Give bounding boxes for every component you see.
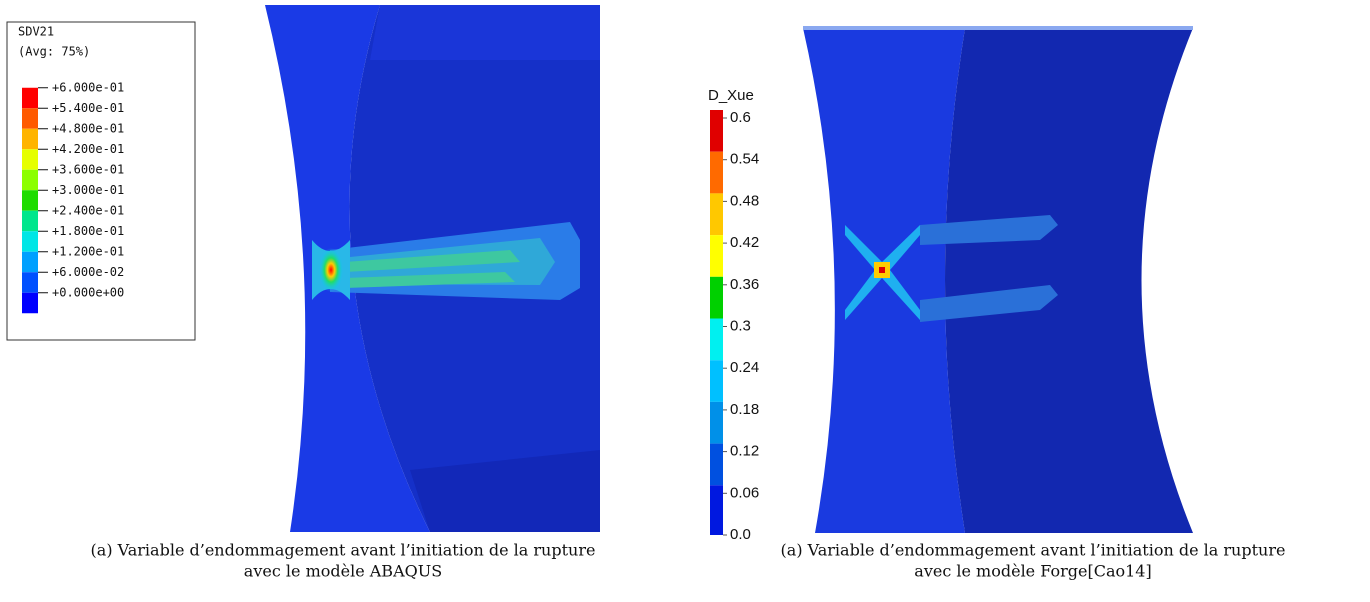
colorbar-segment xyxy=(710,276,723,319)
legend-label: +4.800e-01 xyxy=(52,121,124,135)
legend-label: +6.000e-02 xyxy=(52,265,124,279)
legend-swatch xyxy=(22,292,38,314)
colorbar-label: 0.36 xyxy=(730,276,759,293)
legend-label: +4.200e-01 xyxy=(52,142,124,156)
legend-swatch xyxy=(22,190,38,211)
legend-label: +2.400e-01 xyxy=(52,203,124,217)
damage-peak xyxy=(319,248,343,292)
colorbar-segment xyxy=(710,151,723,194)
colorbar-segment xyxy=(710,485,723,535)
colorbar-label: 0.18 xyxy=(730,401,759,418)
legend-swatch xyxy=(22,87,38,109)
colorbar-label: 0.3 xyxy=(730,317,751,334)
bottom-face xyxy=(410,450,600,532)
front-face xyxy=(945,28,1193,533)
legend-label: +3.600e-01 xyxy=(52,162,124,176)
legend-swatch xyxy=(22,108,38,129)
legend-label: +0.000e+00 xyxy=(52,285,124,299)
caption: avec le modèle Forge[Cao14] xyxy=(914,562,1151,581)
colorbar-segment xyxy=(710,443,723,486)
damage-band xyxy=(920,285,1058,322)
colorbar-label: 0.54 xyxy=(730,151,759,168)
damage-peak xyxy=(879,267,885,273)
top-face xyxy=(370,5,600,60)
colorbar-segment xyxy=(710,360,723,402)
legend-swatch xyxy=(22,128,38,150)
legend-title: SDV21 xyxy=(18,25,54,39)
colorbar-label: 0.42 xyxy=(730,234,759,251)
colorbar-label: 0.6 xyxy=(730,109,751,126)
damage-band xyxy=(920,215,1058,245)
colorbar-label: 0.06 xyxy=(730,484,759,501)
colorbar-segment xyxy=(710,193,723,236)
forge-specimen xyxy=(803,26,1193,533)
colorbar-label: 0.0 xyxy=(730,526,751,543)
damage-band xyxy=(345,250,520,272)
legend-swatch xyxy=(22,169,38,191)
legend-swatch xyxy=(22,210,38,232)
legend-label: +1.200e-01 xyxy=(52,244,124,258)
caption: (a) Variable d’endommagement avant l’ini… xyxy=(781,541,1286,560)
legend-swatch xyxy=(22,231,38,252)
colorbar-segment xyxy=(710,110,723,152)
abaqus-specimen xyxy=(265,5,600,532)
colorbar-segment xyxy=(710,318,723,361)
legend-label: +6.000e-01 xyxy=(52,80,124,94)
colorbar-label: 0.48 xyxy=(730,192,759,209)
colorbar-label: 0.24 xyxy=(730,359,759,376)
colorbar-label: 0.12 xyxy=(730,443,759,460)
legend-subtitle: (Avg: 75%) xyxy=(18,45,90,59)
legend-box xyxy=(6,21,196,341)
top-edge xyxy=(803,26,1193,30)
legend-label: +3.000e-01 xyxy=(52,183,124,197)
colorbar-segment xyxy=(710,235,723,277)
legend-label: +5.400e-01 xyxy=(52,101,124,115)
colorbar-segment xyxy=(710,401,723,444)
caption: avec le modèle ABAQUS xyxy=(244,562,442,581)
side-face xyxy=(803,28,965,533)
legend-swatch xyxy=(22,272,38,293)
legend-label: +1.800e-01 xyxy=(52,224,124,238)
caption: (a) Variable d’endommagement avant l’ini… xyxy=(91,541,596,560)
legend-swatch xyxy=(22,149,38,170)
damage-band xyxy=(345,272,515,288)
legend-swatch xyxy=(22,251,38,273)
colorbar-title: D_Xue xyxy=(708,87,754,104)
